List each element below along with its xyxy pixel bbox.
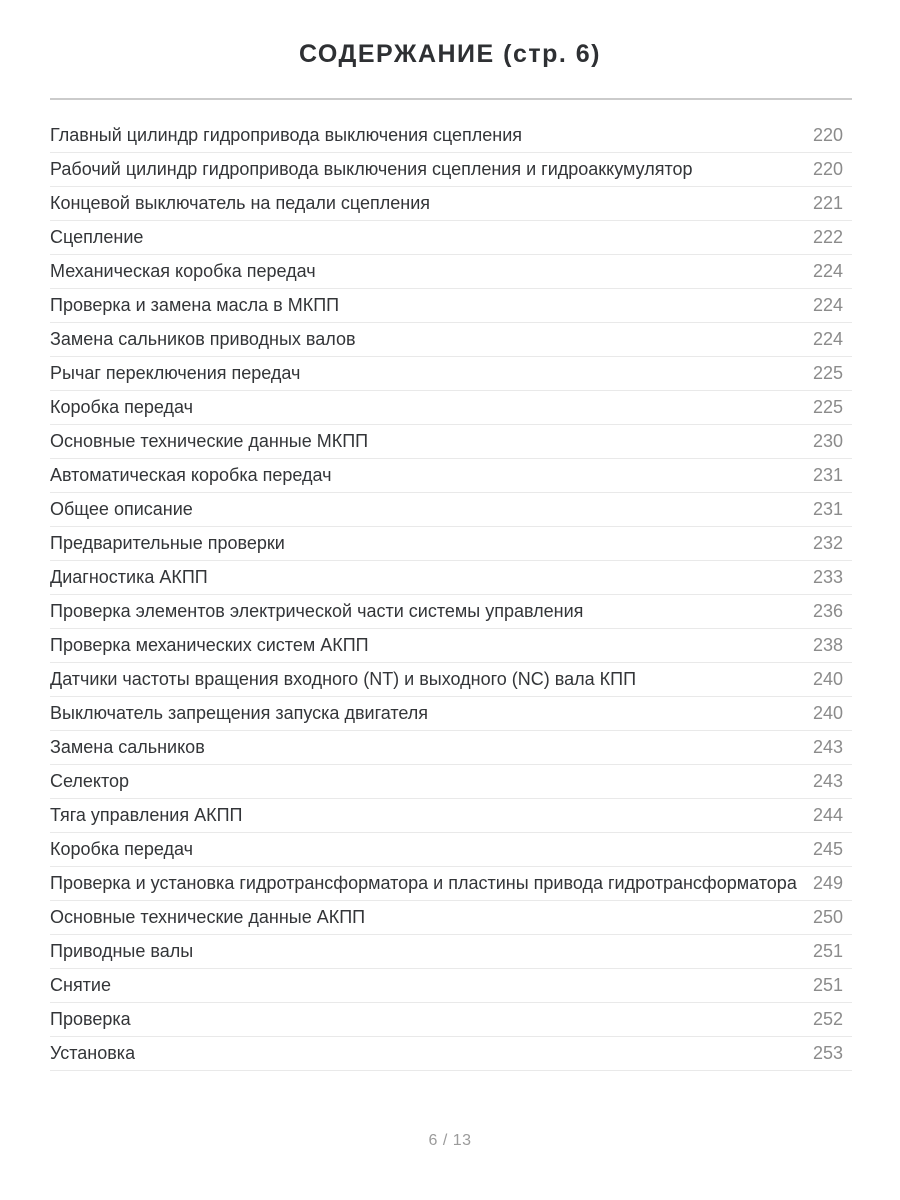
toc-entry-row: Селектор 243: [50, 765, 852, 799]
page-number-indicator: 6 / 13: [428, 1132, 472, 1149]
toc-entry-label: Основные технические данные АКПП: [50, 907, 366, 927]
toc-entry-label: Концевой выключатель на педали сцепления: [50, 193, 431, 213]
toc-entry-page: 231: [812, 499, 843, 519]
toc-entry-row: Главный цилиндр гидропривода выключения …: [50, 119, 852, 153]
toc-entry-page: 230: [812, 431, 843, 451]
toc-entry-page: 220: [812, 125, 843, 145]
toc-entry-page: 238: [812, 635, 843, 655]
toc-entry-label: Выключатель запрещения запуска двигателя: [50, 703, 429, 723]
toc-entry-row: Проверка механических систем АКПП 238: [50, 629, 852, 663]
toc-entry-page: 251: [812, 975, 843, 995]
toc-entry-label: Проверка элементов электрической части с…: [50, 601, 584, 621]
toc-entry-label: Снятие: [50, 975, 111, 995]
toc-entry-row: Выключатель запрещения запуска двигателя…: [50, 697, 852, 731]
toc-entry-label: Общее описание: [50, 499, 193, 519]
toc-entry-label: Коробка передач: [50, 839, 193, 859]
toc-entry-row: Датчики частоты вращения входного (NT) и…: [50, 663, 852, 697]
toc-entry-row: Проверка 252: [50, 1003, 852, 1037]
toc-entry-page: 243: [812, 771, 843, 791]
toc-entry-label: Проверка: [50, 1009, 131, 1029]
toc-entry-row: Концевой выключатель на педали сцепления…: [50, 187, 852, 221]
toc-entry-label: Селектор: [50, 771, 130, 791]
toc-entry-label: Проверка и установка гидротрансформатора…: [50, 873, 797, 893]
toc-entry-row: Замена сальников 243: [50, 731, 852, 765]
toc-entry-label: Замена сальников приводных валов: [50, 329, 356, 349]
toc-entry-page: 240: [812, 669, 843, 689]
toc-entry-page: 253: [812, 1043, 843, 1063]
toc-entry-page: 225: [812, 363, 843, 383]
toc-entry-label: Приводные валы: [50, 941, 194, 961]
toc-entry-page: 231: [812, 465, 843, 485]
toc-entry-row: Установка 253: [50, 1037, 852, 1071]
toc-entry-row: Механическая коробка передач 224: [50, 255, 852, 289]
toc-entry-page: 236: [812, 601, 843, 621]
toc-entry-page: 251: [812, 941, 843, 961]
toc-entry-row: Коробка передач 225: [50, 391, 852, 425]
toc-entry-page: 243: [812, 737, 843, 757]
toc-entry-page: 224: [812, 329, 843, 349]
toc-entry-page: 245: [812, 839, 843, 859]
toc-entry-row: Тяга управления АКПП 244: [50, 799, 852, 833]
toc-entry-row: Рабочий цилиндр гидропривода выключения …: [50, 153, 852, 187]
toc-entry-row: Проверка и установка гидротрансформатора…: [50, 867, 852, 901]
toc-entry-label: Коробка передач: [50, 397, 193, 417]
toc-entry-page: 221: [812, 193, 843, 213]
toc-entry-row: Приводные валы 251: [50, 935, 852, 969]
toc-entry-label: Рабочий цилиндр гидропривода выключения …: [50, 159, 693, 179]
toc-entry-label: Механическая коробка передач: [50, 261, 316, 281]
toc-entry-row: Сцепление 222: [50, 221, 852, 255]
toc-entry-label: Главный цилиндр гидропривода выключения …: [50, 125, 523, 145]
toc-entry-page: 252: [812, 1009, 843, 1029]
toc-entry-page: 233: [812, 567, 843, 587]
toc-entry-row: Автоматическая коробка передач 231: [50, 459, 852, 493]
toc-entry-row: Коробка передач 245: [50, 833, 852, 867]
toc-entry-label: Автоматическая коробка передач: [50, 465, 332, 485]
toc-entry-page: 224: [812, 295, 843, 315]
toc-entry-page: 222: [812, 227, 843, 247]
toc-entry-page: 240: [812, 703, 843, 723]
page-title: СОДЕРЖАНИЕ (стр. 6): [298, 40, 602, 68]
toc-entry-label: Проверка механических систем АКПП: [50, 635, 369, 655]
toc-entry-row: Диагностика АКПП 233: [50, 561, 852, 595]
toc-entry-row: Проверка элементов электрической части с…: [50, 595, 852, 629]
toc-entry-row: Основные технические данные АКПП 250: [50, 901, 852, 935]
toc-entry-label: Сцепление: [50, 227, 144, 247]
toc-entry-label: Основные технические данные МКПП: [50, 431, 369, 451]
toc-entry-label: Установка: [50, 1043, 136, 1063]
toc-entry-page: 250: [812, 907, 843, 927]
toc-entry-page: 220: [812, 159, 843, 179]
title-divider: [50, 98, 852, 100]
toc-list: Главный цилиндр гидропривода выключения …: [50, 119, 852, 1071]
toc-entry-row: Основные технические данные МКПП 230: [50, 425, 852, 459]
toc-entry-label: Датчики частоты вращения входного (NT) и…: [50, 669, 637, 689]
toc-entry-page: 224: [812, 261, 843, 281]
toc-entry-row: Предварительные проверки 232: [50, 527, 852, 561]
toc-entry-label: Диагностика АКПП: [50, 567, 208, 587]
toc-entry-label: Рычаг переключения передач: [50, 363, 301, 383]
toc-entry-row: Снятие 251: [50, 969, 852, 1003]
toc-entry-row: Замена сальников приводных валов 224: [50, 323, 852, 357]
toc-entry-row: Проверка и замена масла в МКПП 224: [50, 289, 852, 323]
toc-entry-page: 225: [812, 397, 843, 417]
toc-entry-page: 249: [812, 873, 843, 893]
toc-entry-label: Проверка и замена масла в МКПП: [50, 295, 340, 315]
toc-entry-label: Тяга управления АКПП: [50, 805, 243, 825]
toc-entry-row: Общее описание 231: [50, 493, 852, 527]
toc-entry-row: Рычаг переключения передач 225: [50, 357, 852, 391]
toc-entry-page: 232: [812, 533, 843, 553]
toc-entry-label: Замена сальников: [50, 737, 205, 757]
toc-entry-label: Предварительные проверки: [50, 533, 285, 553]
toc-entry-page: 244: [812, 805, 843, 825]
